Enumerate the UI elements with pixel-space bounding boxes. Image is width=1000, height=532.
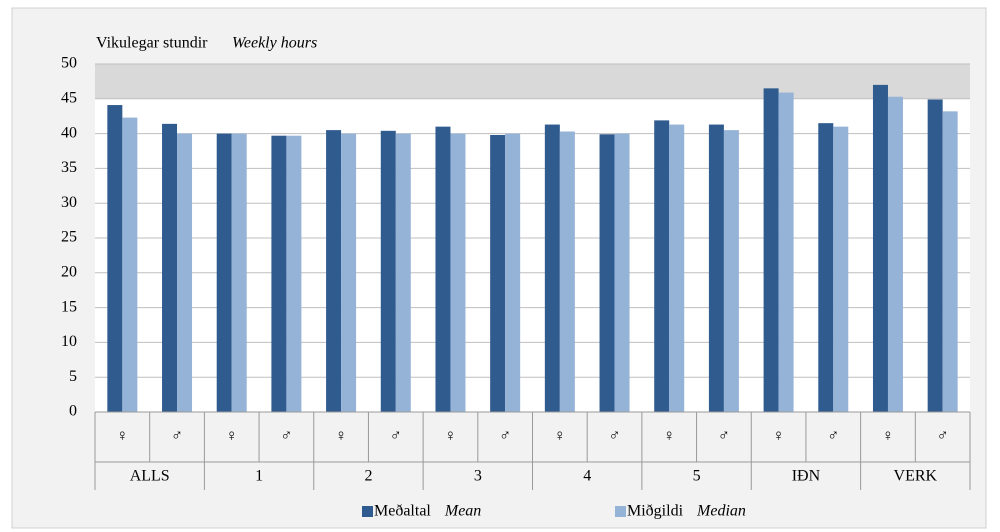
legend-label-en: Median (696, 503, 746, 520)
bar (599, 134, 615, 412)
legend-swatch (615, 506, 626, 517)
y-tick-label: 25 (61, 229, 77, 246)
bar (614, 133, 630, 412)
bar (818, 123, 834, 412)
group-label: VERK (894, 468, 938, 485)
x-tick-label: ♀ (773, 428, 785, 445)
x-tick-label: ♂ (280, 428, 292, 445)
bar (216, 133, 232, 412)
bar (341, 133, 357, 412)
bar (107, 105, 123, 413)
x-tick-label: ♀ (663, 428, 675, 445)
bar (435, 126, 451, 412)
bar (708, 124, 724, 412)
legend-swatch (362, 506, 373, 517)
legend-label: Meðaltal (374, 503, 431, 520)
chart-title: Vikulegar stundir (96, 35, 208, 52)
y-tick-label: 15 (61, 298, 77, 315)
bar (887, 96, 903, 412)
bar (395, 133, 411, 412)
bar (162, 123, 178, 412)
y-tick-label: 45 (61, 89, 77, 106)
bar (654, 120, 670, 412)
bar (380, 130, 396, 413)
x-tick-label: ♀ (335, 428, 347, 445)
bar (927, 99, 943, 412)
x-tick-label: ♂ (937, 428, 949, 445)
shaded-band (95, 64, 970, 99)
x-tick-label: ♀ (226, 428, 238, 445)
x-tick-label: ♂ (827, 428, 839, 445)
y-tick-label: 20 (61, 263, 77, 280)
group-label: 4 (583, 468, 591, 485)
bar (778, 92, 794, 412)
bar (763, 88, 779, 413)
group-label: 5 (693, 468, 701, 485)
bar (271, 135, 287, 413)
bar (231, 133, 247, 412)
legend-label-en: Mean (444, 503, 481, 520)
y-tick-label: 35 (61, 159, 77, 176)
group-label: ALLS (130, 468, 170, 485)
y-tick-label: 0 (69, 403, 77, 420)
bar (326, 130, 342, 412)
chart-title-en: Weekly hours (232, 35, 317, 52)
x-tick-label: ♂ (609, 428, 621, 445)
bar (505, 133, 521, 412)
x-tick-label: ♀ (554, 428, 566, 445)
bar (872, 84, 888, 412)
bar (490, 134, 506, 412)
bar (559, 131, 575, 412)
bar (833, 126, 849, 412)
group-label: 2 (364, 468, 372, 485)
bar (450, 133, 466, 412)
group-label: 3 (474, 468, 482, 485)
bar (286, 135, 302, 413)
bar (669, 124, 685, 412)
x-tick-label: ♂ (718, 428, 730, 445)
x-tick-label: ♀ (444, 428, 456, 445)
x-tick-label: ♀ (882, 428, 894, 445)
y-tick-label: 10 (61, 333, 77, 350)
bar (544, 124, 560, 412)
y-tick-label: 50 (61, 55, 77, 72)
bar (177, 133, 193, 412)
bar (942, 111, 958, 412)
x-tick-label: ♂ (499, 428, 511, 445)
x-tick-label: ♂ (171, 428, 183, 445)
group-label: IÐN (792, 468, 821, 485)
group-label: 1 (255, 468, 263, 485)
legend-label: Miðgildi (627, 503, 684, 520)
x-tick-label: ♂ (390, 428, 402, 445)
y-tick-label: 5 (69, 368, 77, 385)
x-tick-label: ♀ (116, 428, 128, 445)
y-tick-label: 30 (61, 194, 77, 211)
bar (723, 130, 739, 412)
y-tick-label: 40 (61, 124, 77, 141)
bar (122, 117, 138, 412)
